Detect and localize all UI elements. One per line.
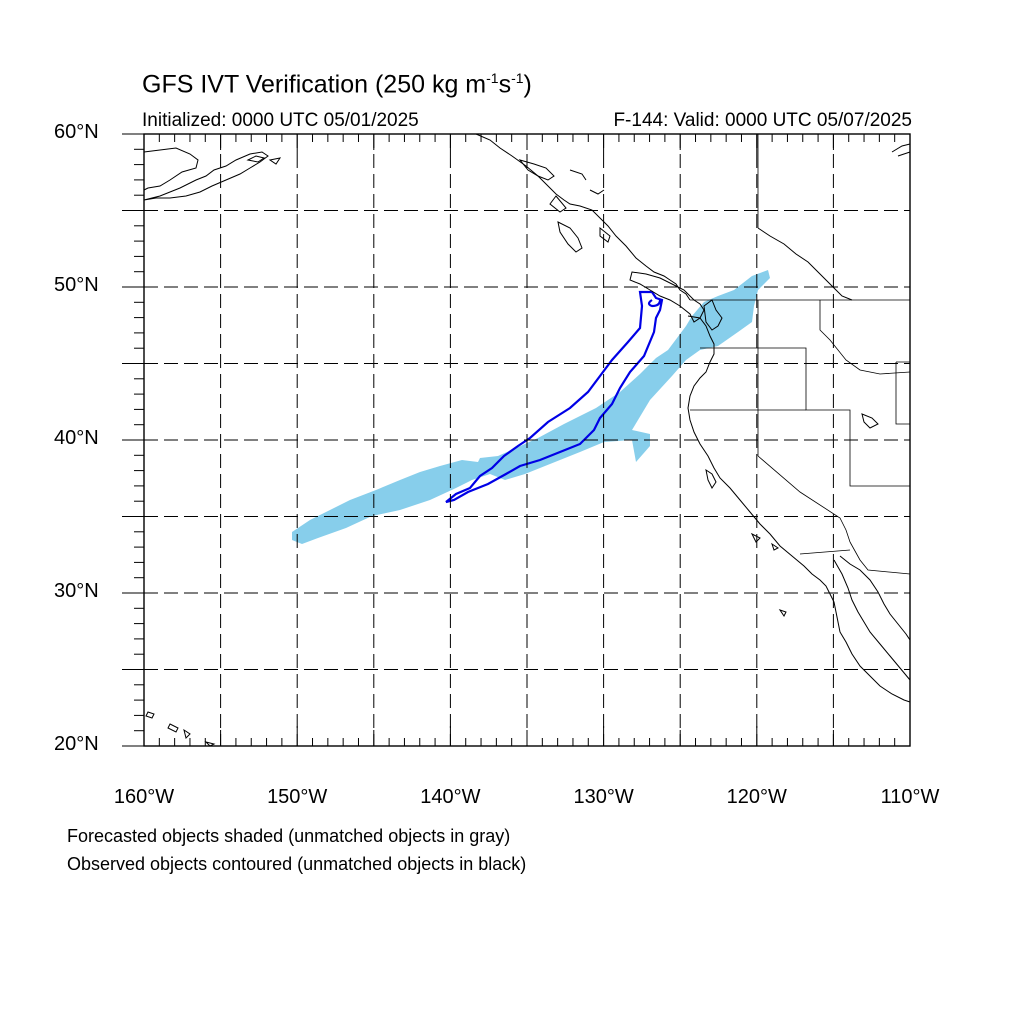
lat-lon-grid	[144, 134, 910, 746]
observed-ivt-object	[445, 290, 664, 504]
lat-label: 50°N	[54, 274, 99, 296]
lat-label: 20°N	[54, 733, 99, 755]
lat-label: 60°N	[54, 121, 99, 143]
observed-note: Observed objects contoured (unmatched ob…	[67, 854, 527, 874]
lon-label: 130°W	[573, 786, 634, 808]
lon-label: 110°W	[880, 786, 940, 808]
lat-label: 40°N	[54, 427, 99, 449]
valid-time: F-144: Valid: 0000 UTC 05/07/2025	[613, 110, 912, 131]
forecast-note: Forecasted objects shaded (unmatched obj…	[67, 826, 511, 846]
lat-label: 30°N	[54, 580, 99, 602]
initialized-time: Initialized: 0000 UTC 05/01/2025	[142, 110, 419, 131]
coastlines	[143, 133, 911, 747]
lon-label: 140°W	[420, 786, 481, 808]
lon-label: 120°W	[726, 786, 787, 808]
lon-label: 160°W	[113, 786, 175, 808]
lon-label: 150°W	[267, 786, 328, 808]
forecast-ivt-object	[292, 270, 770, 544]
chart-title: GFS IVT Verification (250 kg m-1s-1)	[142, 70, 532, 99]
axis-ticks	[122, 133, 911, 747]
borders	[690, 134, 911, 575]
